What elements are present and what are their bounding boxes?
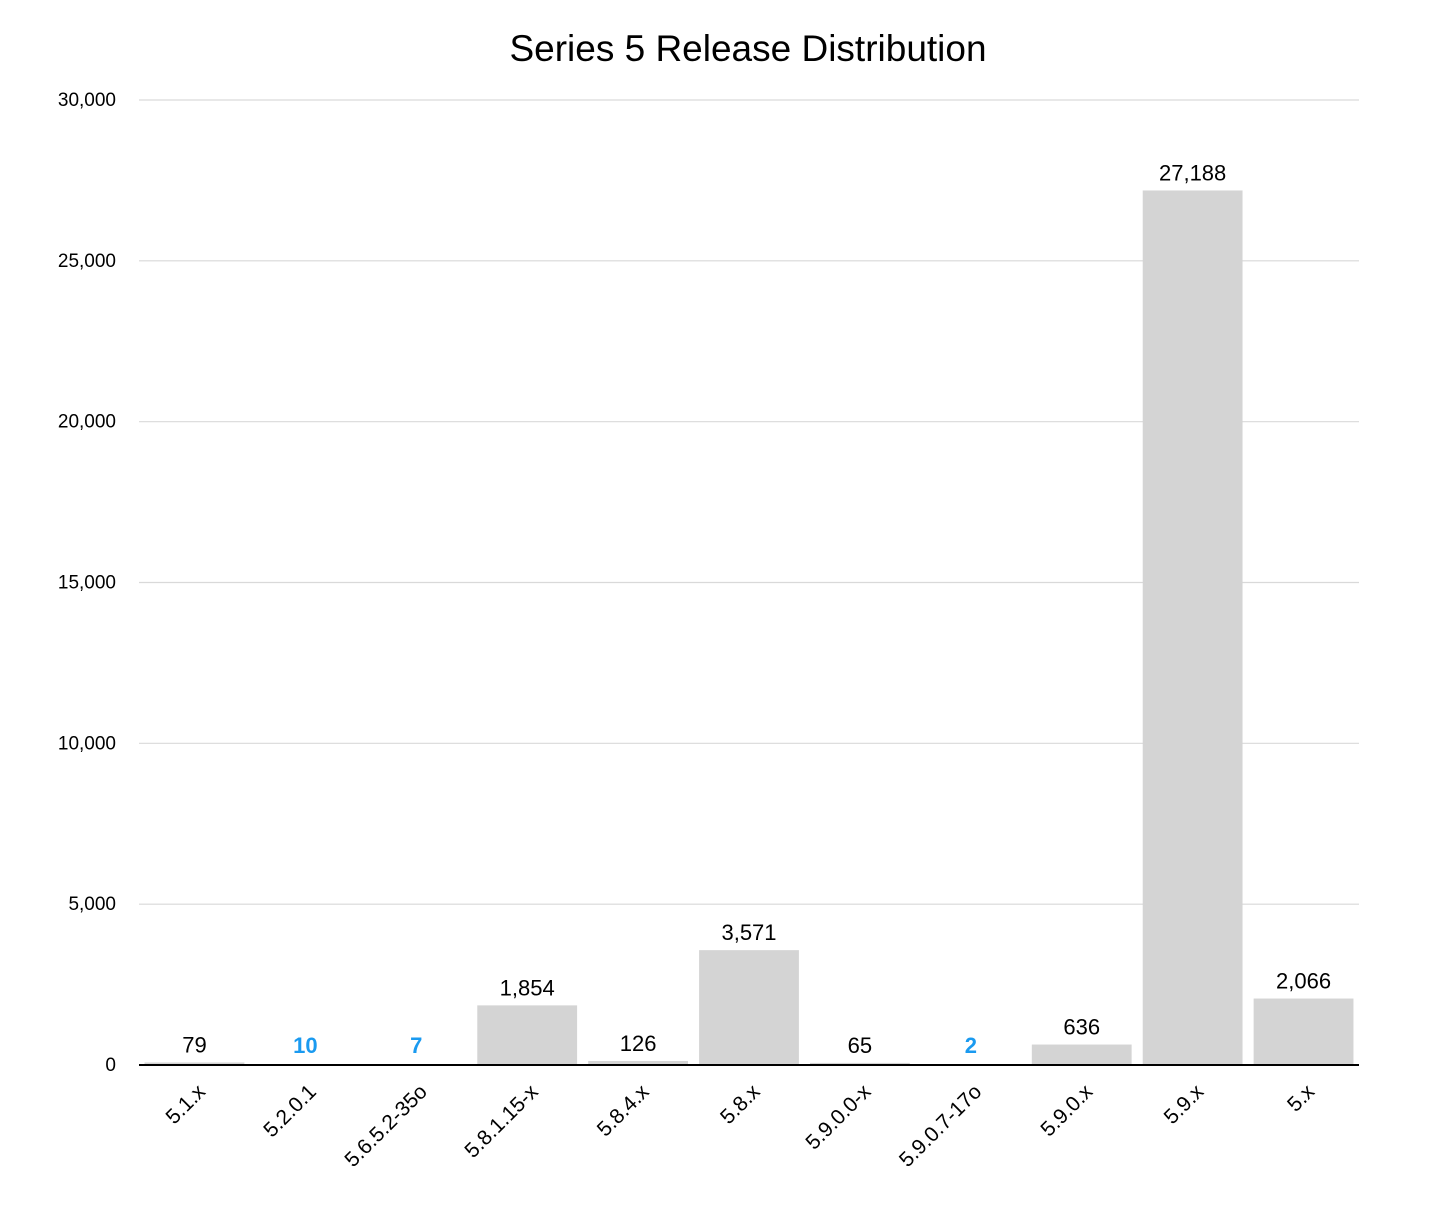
y-tick-label: 20,000 xyxy=(58,412,116,433)
bar xyxy=(810,1062,910,1065)
data-label: 636 xyxy=(1063,1015,1100,1040)
data-label: 1,854 xyxy=(500,975,555,1000)
data-label: 27,188 xyxy=(1159,160,1226,185)
y-tick-label: 15,000 xyxy=(58,573,116,594)
data-label: 65 xyxy=(848,1033,872,1058)
bar xyxy=(144,1062,245,1065)
x-tick-label: 5.9.0.0-x xyxy=(801,1080,875,1154)
data-label: 2 xyxy=(965,1033,977,1058)
data-label: 79 xyxy=(182,1032,206,1057)
bar xyxy=(699,950,799,1065)
data-label: 126 xyxy=(620,1031,657,1056)
bar xyxy=(477,1005,578,1065)
bar xyxy=(1142,190,1243,1066)
y-tick-label: 0 xyxy=(105,1055,116,1076)
y-tick-label: 25,000 xyxy=(58,251,116,272)
data-label: 7 xyxy=(410,1033,422,1058)
bar xyxy=(588,1060,688,1065)
x-tick-label: 5.9.0.x xyxy=(1036,1080,1097,1141)
x-tick-label: 5.9.x xyxy=(1160,1080,1209,1129)
x-tick-label: 5.8.4.x xyxy=(593,1080,654,1141)
x-tick-label: 5.6.5.2-35o xyxy=(340,1080,431,1171)
x-tick-label: 5.9.0.7-17o xyxy=(895,1080,986,1171)
bar xyxy=(1253,998,1354,1065)
data-label: 3,571 xyxy=(721,920,776,945)
x-tick-label: 5.8.1.15-x xyxy=(460,1080,543,1163)
data-label: 10 xyxy=(293,1033,317,1058)
chart-title: Series 5 Release Distribution xyxy=(509,28,987,69)
y-tick-label: 30,000 xyxy=(58,90,116,111)
y-tick-label: 5,000 xyxy=(68,894,116,915)
x-tick-label: 5.2.0.1 xyxy=(259,1080,321,1142)
y-tick-label: 10,000 xyxy=(58,733,116,754)
x-tick-label: 5.x xyxy=(1283,1080,1319,1116)
x-tick-label: 5.8.x xyxy=(716,1080,765,1129)
data-label: 2,066 xyxy=(1276,969,1331,994)
x-tick-label: 5.1.x xyxy=(162,1080,211,1129)
bar xyxy=(1031,1044,1132,1065)
